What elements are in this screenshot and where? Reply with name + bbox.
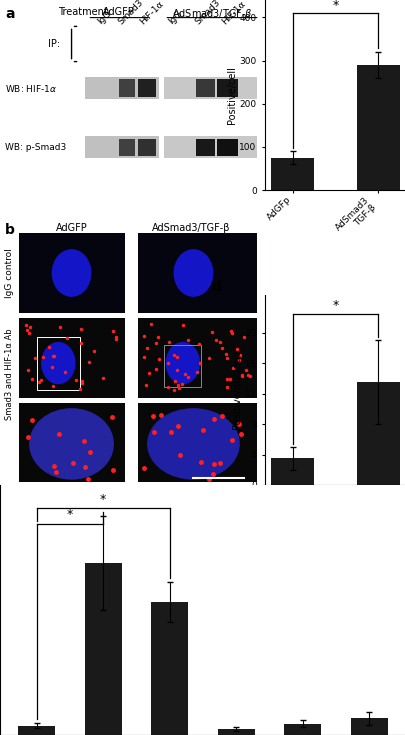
- Text: AdSmad3/TGF-β: AdSmad3/TGF-β: [151, 223, 230, 233]
- Bar: [350, 718, 387, 735]
- Text: HIF-1α: HIF-1α: [137, 0, 164, 26]
- Bar: [19, 233, 124, 313]
- Text: d: d: [211, 279, 221, 293]
- Bar: [196, 139, 214, 157]
- Bar: [217, 139, 238, 157]
- Bar: [85, 563, 121, 735]
- Text: IgG: IgG: [166, 9, 184, 26]
- Ellipse shape: [165, 342, 200, 384]
- Text: *: *: [332, 0, 338, 12]
- Text: HIF-1α: HIF-1α: [220, 0, 247, 26]
- Ellipse shape: [147, 408, 239, 480]
- Y-axis label: Positive/cell: Positive/cell: [226, 66, 236, 124]
- Ellipse shape: [51, 249, 91, 297]
- Bar: [284, 723, 320, 735]
- Text: a: a: [5, 7, 15, 21]
- Bar: [137, 403, 256, 482]
- Text: b: b: [5, 223, 15, 237]
- Text: AdGFP: AdGFP: [103, 7, 135, 17]
- Bar: [271, 459, 313, 485]
- Bar: [356, 382, 399, 485]
- Text: *: *: [100, 493, 106, 506]
- Bar: [37, 337, 79, 390]
- Bar: [271, 158, 313, 190]
- Text: WB: p-Smad3: WB: p-Smad3: [5, 143, 66, 152]
- Bar: [19, 318, 124, 398]
- Text: Smad3: Smad3: [193, 0, 222, 26]
- Bar: [164, 345, 201, 387]
- Bar: [119, 79, 135, 97]
- Text: AdGFP: AdGFP: [55, 223, 87, 233]
- Text: *: *: [67, 509, 73, 521]
- Bar: [85, 77, 159, 99]
- Text: Smad3 and HIF-1α Ab: Smad3 and HIF-1α Ab: [5, 328, 14, 420]
- Bar: [137, 233, 256, 313]
- Bar: [164, 77, 256, 99]
- Bar: [164, 137, 256, 159]
- Bar: [196, 79, 214, 97]
- Text: IgG: IgG: [95, 9, 112, 26]
- Bar: [217, 79, 238, 97]
- Text: IgG control: IgG control: [5, 248, 14, 298]
- Text: AdSmad3/TGF-$\beta$: AdSmad3/TGF-$\beta$: [171, 7, 252, 21]
- Bar: [356, 65, 399, 190]
- Ellipse shape: [41, 342, 75, 384]
- Bar: [217, 728, 254, 735]
- Ellipse shape: [29, 408, 114, 480]
- Text: Treatment:: Treatment:: [58, 7, 111, 17]
- Bar: [18, 725, 55, 735]
- Bar: [151, 602, 188, 735]
- Y-axis label: Positive/nucleus: Positive/nucleus: [232, 351, 242, 429]
- Bar: [137, 79, 156, 97]
- Text: *: *: [332, 298, 338, 312]
- Bar: [85, 137, 159, 159]
- Bar: [119, 139, 135, 157]
- Text: Smad3: Smad3: [116, 0, 145, 26]
- Ellipse shape: [173, 249, 213, 297]
- Text: WB: HIF-1$\alpha$: WB: HIF-1$\alpha$: [5, 82, 58, 93]
- Bar: [137, 318, 256, 398]
- Bar: [19, 403, 124, 482]
- Text: IP:: IP:: [47, 39, 60, 49]
- Bar: [137, 139, 156, 157]
